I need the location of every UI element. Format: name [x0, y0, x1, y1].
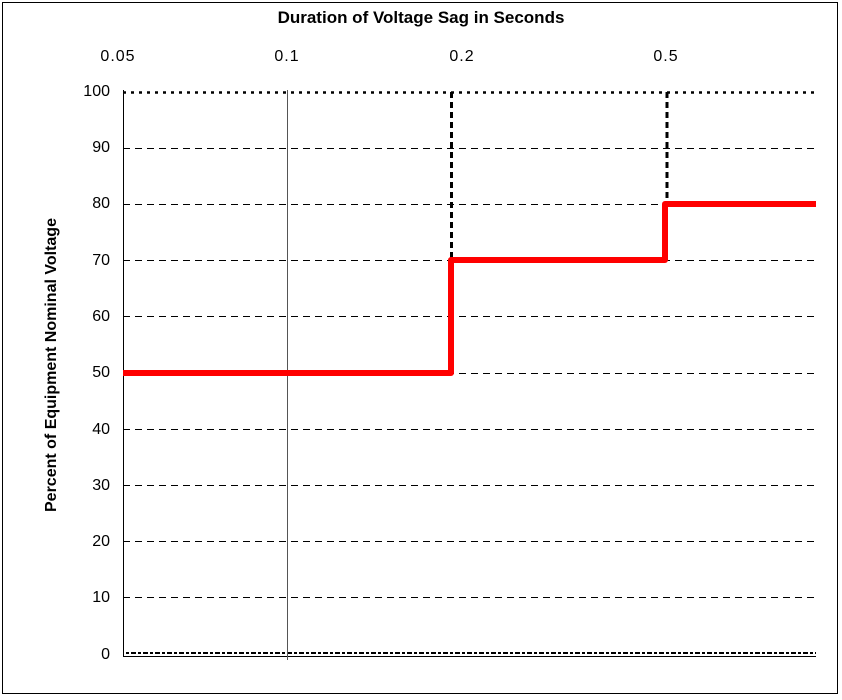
- tolerance-curve: [123, 201, 816, 376]
- y-tick-label: 10: [92, 589, 110, 606]
- chart-title: Duration of Voltage Sag in Seconds: [277, 8, 565, 27]
- x-tick-label: 0.2: [449, 48, 475, 65]
- y-tick-label: 80: [92, 195, 110, 212]
- y-tick-label: 90: [92, 139, 110, 156]
- y-tick-label: 60: [92, 308, 110, 325]
- y-tick-label: 70: [92, 252, 110, 269]
- y-tick-label: 30: [92, 477, 110, 494]
- x-tick-label: 0.5: [653, 48, 679, 65]
- y-tick-label: 20: [92, 533, 110, 550]
- y-tick-label: 0: [101, 646, 110, 663]
- y-tick-label: 40: [92, 421, 110, 438]
- y-tick-label: 100: [83, 83, 110, 100]
- x-tick-label: 0.05: [100, 48, 136, 65]
- y-tick-label: 50: [92, 364, 110, 381]
- x-tick-label: 0.1: [274, 48, 300, 65]
